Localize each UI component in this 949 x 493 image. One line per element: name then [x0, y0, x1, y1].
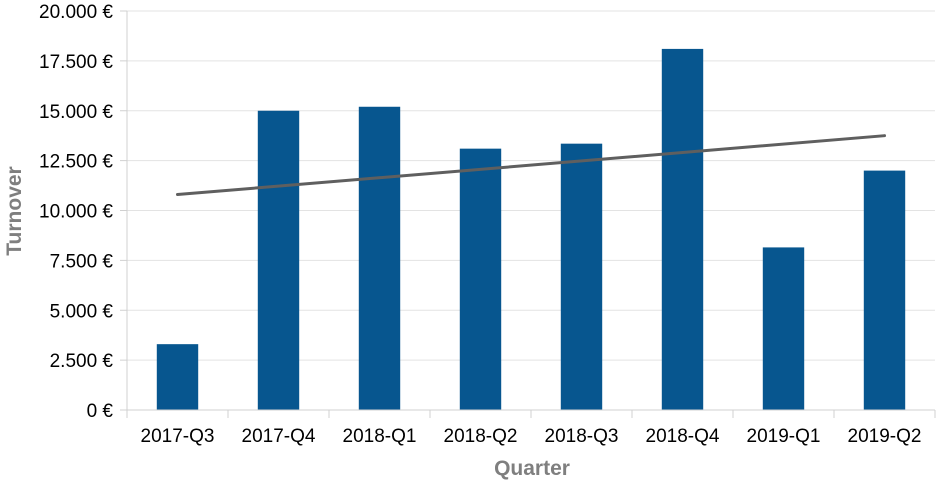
trendline-group: [176, 134, 886, 197]
axes: [120, 10, 936, 418]
x-tick-label: 2018-Q3: [545, 426, 619, 447]
x-tick-labels: 2017-Q3 2017-Q4 2018-Q1 2018-Q2 2018-Q3 2018-…: [141, 426, 922, 447]
y-tick-labels: 0 € 2.500 € 5.000 € 7.500 € 10.000 € 12.500 €…: [39, 2, 113, 422]
y-tick-label: 15.000 €: [39, 102, 113, 123]
bar: [156, 344, 199, 410]
x-axis-title: Quarter: [494, 457, 570, 480]
bar: [762, 247, 805, 410]
x-tick-label: 2017-Q3: [141, 426, 215, 447]
x-tick-label: 2018-Q4: [646, 426, 720, 447]
bar: [560, 143, 603, 411]
x-tick-label: 2019-Q1: [747, 426, 821, 447]
y-tick-label: 20.000 €: [39, 2, 113, 23]
bar: [358, 106, 401, 410]
bar: [661, 48, 704, 410]
bar: [863, 170, 906, 410]
y-tick-label: 0 €: [87, 401, 114, 422]
y-tick-label: 7.500 €: [50, 251, 114, 272]
y-tick-label: 5.000 €: [50, 301, 114, 322]
x-tick-label: 2018-Q2: [444, 426, 518, 447]
x-tick-label: 2018-Q1: [343, 426, 417, 447]
y-tick-label: 2.500 €: [50, 351, 114, 372]
y-tick-label: 17.500 €: [39, 52, 113, 73]
y-tick-label: 10.000 €: [39, 202, 113, 223]
y-axis-title: Turnover: [3, 166, 26, 255]
bar: [459, 148, 502, 410]
gridlines: [127, 10, 935, 361]
bars: [156, 48, 906, 411]
bar: [257, 110, 300, 410]
y-tick-label: 12.500 €: [39, 152, 113, 173]
x-tick-label: 2019-Q2: [848, 426, 922, 447]
trendline: [176, 134, 886, 197]
x-tick-label: 2017-Q4: [242, 426, 316, 447]
